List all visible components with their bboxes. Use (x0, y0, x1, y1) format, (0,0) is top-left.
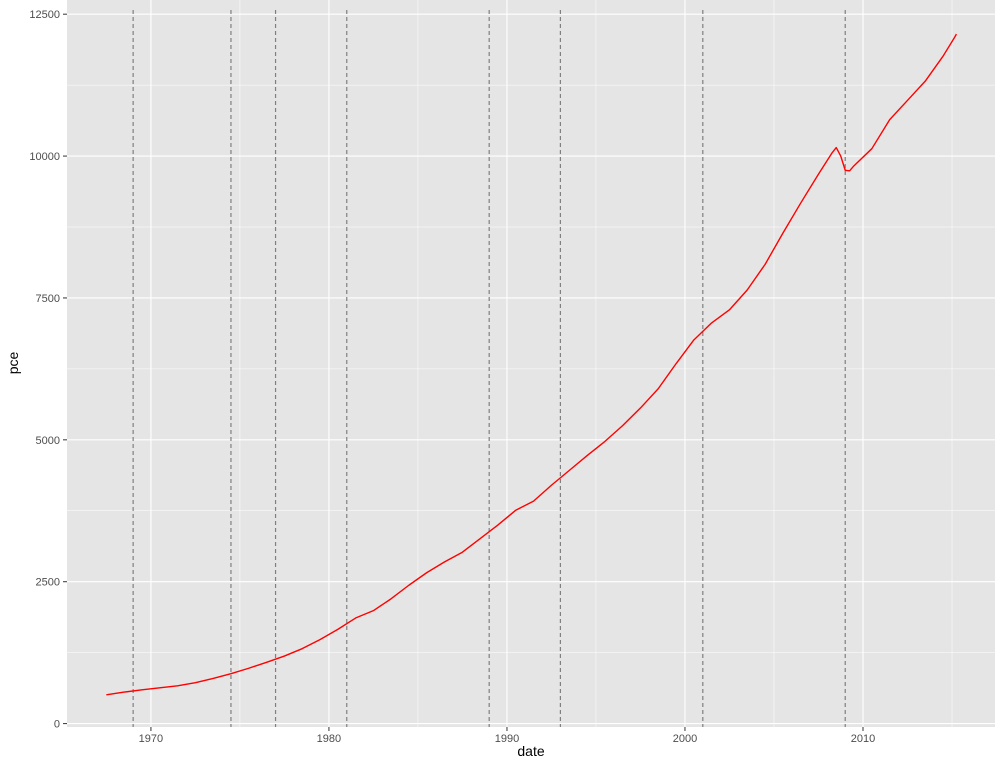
y-tick-label: 12500 (29, 9, 60, 21)
y-tick-label: 2500 (36, 577, 60, 589)
y-tick-label: 10000 (29, 151, 60, 163)
x-tick-label: 2000 (673, 733, 697, 745)
grid-minor (67, 0, 995, 727)
grid-major (67, 0, 995, 727)
panel-background (67, 0, 995, 727)
x-tick-label: 1970 (139, 733, 163, 745)
series-line (106, 33, 958, 696)
y-axis-title: pce (5, 352, 21, 375)
y-axis: 0 2500 5000 7500 10000 12500 (29, 9, 67, 731)
series-layer (106, 33, 958, 696)
y-tick-label: 0 (54, 719, 60, 731)
y-tick-label: 7500 (36, 293, 60, 305)
x-axis-title: date (517, 743, 544, 759)
x-tick-label: 2010 (851, 733, 875, 745)
x-tick-label: 1990 (495, 733, 519, 745)
x-tick-label: 1980 (317, 733, 341, 745)
recession-lines (132, 10, 846, 727)
y-tick-label: 5000 (36, 435, 60, 447)
x-axis: 1970 1980 1990 2000 2010 (139, 727, 875, 745)
